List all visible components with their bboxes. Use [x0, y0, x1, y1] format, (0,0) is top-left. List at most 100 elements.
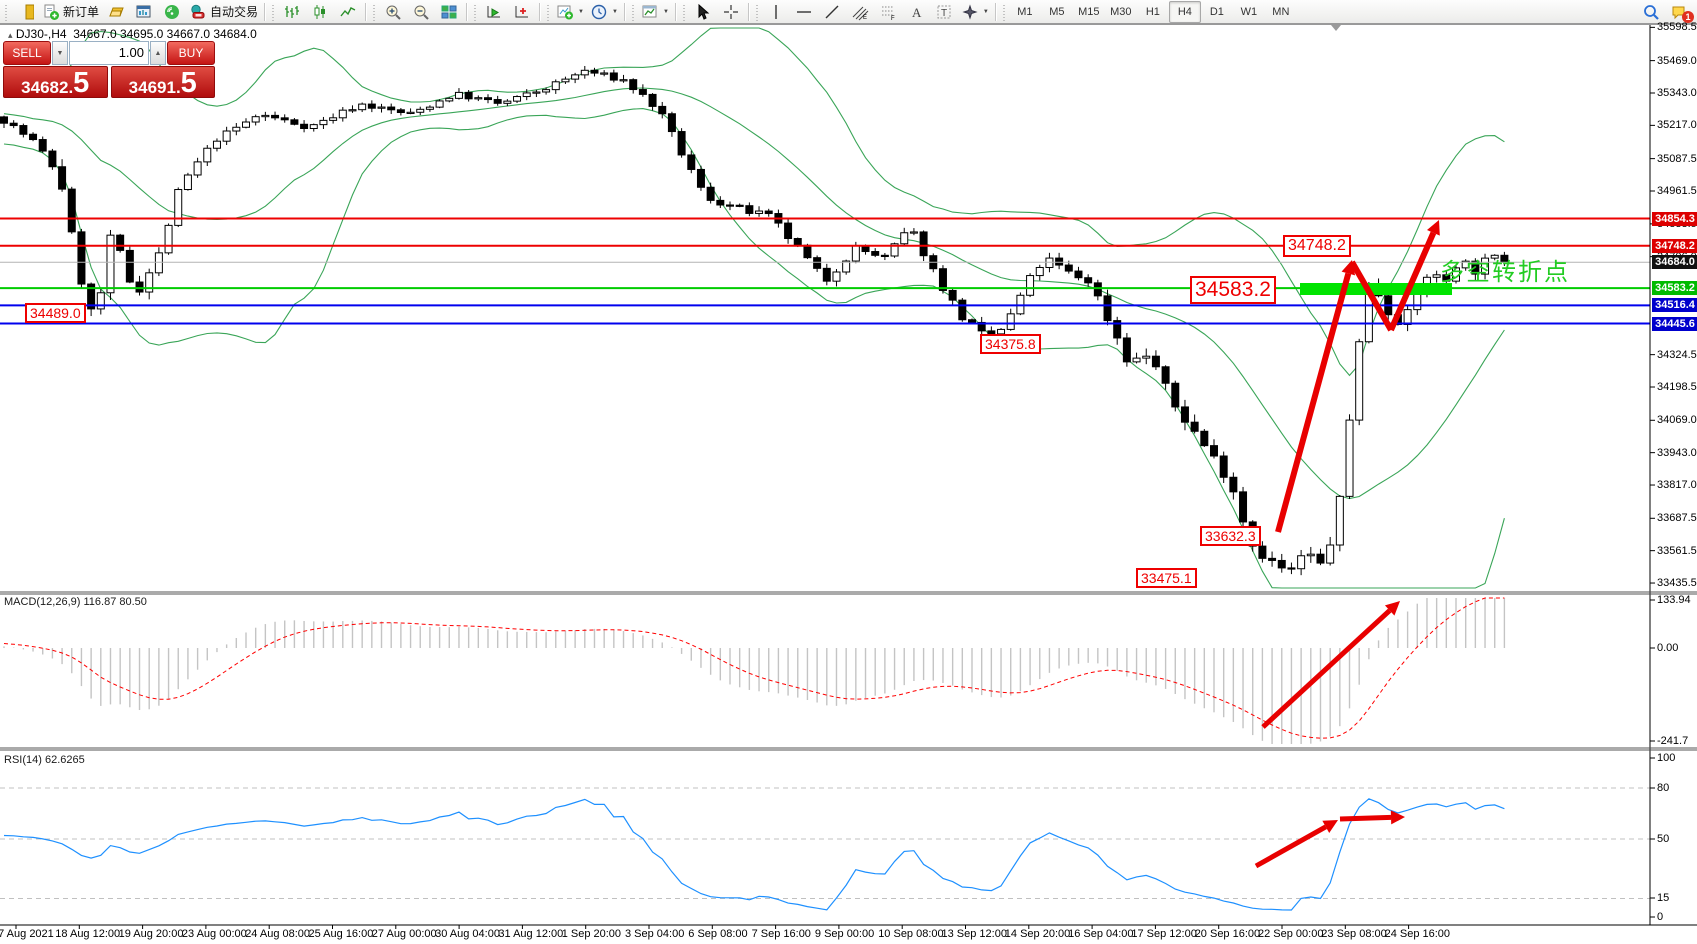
sell-button[interactable]: SELL	[3, 41, 51, 65]
candle-bear	[1268, 557, 1277, 561]
add-indicator-dropdown-icon[interactable]: ▼	[578, 8, 584, 15]
tf-m1-button[interactable]: M1	[1017, 5, 1033, 18]
trend-arrow-1	[1275, 272, 1352, 533]
arrange-add-button[interactable]	[508, 1, 536, 23]
periods-button[interactable]: ▼	[587, 1, 621, 23]
horizontal-line-tool-button[interactable]	[790, 1, 818, 23]
text-label-tool-button[interactable]: T	[930, 1, 958, 23]
candle-bull	[232, 126, 241, 132]
tf-d1-button[interactable]: D1	[1209, 5, 1224, 18]
volume-up-spinner[interactable]: ▲	[150, 41, 166, 65]
buy-price-pip: 5	[180, 67, 197, 100]
clipped-left-button[interactable]	[11, 1, 39, 23]
toolbar-separator	[674, 2, 677, 21]
market-window-button[interactable]	[130, 1, 158, 23]
trendline-icon	[823, 3, 841, 21]
chart-template-dropdown-icon[interactable]: ▼	[662, 8, 669, 15]
bar-chart-mode-button[interactable]	[278, 1, 306, 23]
new-order-label: 新订单	[63, 5, 100, 19]
bb-lower	[3, 108, 1505, 589]
tf-h4-button[interactable]: H4	[1168, 0, 1201, 23]
notifications-button[interactable]: 1	[1665, 1, 1694, 23]
tf-m15-button[interactable]: M15	[1078, 5, 1100, 18]
fibonacci-tool-button[interactable]: E	[846, 1, 874, 23]
candle-bull	[145, 272, 154, 293]
auto-trading-button[interactable]: 自动交易	[186, 1, 261, 23]
time-label-8: 31 Aug 12:00	[498, 928, 564, 940]
buy-button[interactable]: BUY	[167, 41, 215, 65]
candle-bear	[1180, 406, 1189, 423]
candle-bear	[716, 199, 725, 206]
tf-mn-button[interactable]: MN	[1272, 5, 1290, 18]
profiles-button[interactable]	[102, 1, 130, 23]
price-badge-34748.2: 34748.2	[1652, 238, 1697, 253]
candle-bear	[1074, 270, 1083, 279]
candle-bear	[822, 267, 831, 282]
sell-price[interactable]: 34682. 5	[3, 66, 108, 98]
cursor-tool-button[interactable]	[689, 1, 717, 23]
candle-bear	[696, 168, 705, 188]
candle-bull	[1142, 355, 1151, 359]
toolbar-grip	[681, 2, 687, 21]
shapes-tool-dropdown-icon[interactable]: ▼	[982, 8, 989, 15]
tf-m5-button[interactable]: M5	[1049, 5, 1065, 18]
candle-bull	[193, 161, 202, 176]
candle-bear	[784, 222, 793, 240]
volume-input[interactable]: 1.00	[69, 41, 149, 65]
tile-windows-icon	[440, 3, 458, 21]
price-tick-33943.0: 33943.0	[1657, 446, 1697, 459]
text-tool-button[interactable]: A	[902, 1, 930, 23]
macd-tick--241.7: -241.7	[1657, 735, 1689, 747]
new-order-button[interactable]: 新订单	[39, 1, 102, 23]
toolbar-right: 1	[1637, 0, 1694, 24]
candle-bear	[271, 114, 280, 119]
periods-dropdown-icon[interactable]: ▼	[611, 8, 618, 15]
trendline-tool-button[interactable]	[818, 1, 846, 23]
signals-button[interactable]	[158, 1, 186, 23]
candle-bear	[280, 117, 289, 121]
candle-bear	[977, 321, 986, 332]
line-mode-button[interactable]	[334, 1, 362, 23]
candle-bear	[764, 210, 773, 215]
zoom-in-button[interactable]	[379, 1, 407, 23]
zoom-out-button[interactable]	[407, 1, 435, 23]
template-icon	[641, 3, 659, 21]
trend-arrow-3	[1388, 231, 1437, 332]
candle-bull	[416, 108, 425, 113]
price-tick-35469.0: 35469.0	[1657, 54, 1697, 67]
chart-template-button[interactable]: ▼	[638, 1, 672, 23]
candle-bear	[745, 205, 754, 214]
tf-m30-button[interactable]: M30	[1110, 5, 1132, 18]
buy-price[interactable]: 34691. 5	[110, 66, 215, 100]
tf-w1-button[interactable]: W1	[1240, 5, 1258, 18]
candle-bull	[832, 271, 841, 282]
auto-arrange-button[interactable]	[480, 1, 508, 23]
svg-text:E: E	[863, 15, 867, 21]
candle-bear	[48, 150, 57, 168]
add-indicator-button[interactable]: ▼	[553, 1, 587, 23]
time-label-0: 17 Aug 2021	[0, 928, 54, 940]
tile-windows-button[interactable]	[435, 1, 463, 23]
candle-bear	[67, 188, 76, 233]
vertical-line-tool-button[interactable]	[762, 1, 790, 23]
crosshair-tool-button[interactable]	[717, 1, 745, 23]
search-button[interactable]	[1637, 1, 1665, 23]
support-highlight-bar	[1300, 283, 1452, 295]
time-label-17: 16 Sep 04:00	[1068, 928, 1134, 940]
chart-shift-marker[interactable]	[1331, 25, 1341, 31]
channel-tool-button[interactable]: F	[874, 1, 902, 23]
candle-bear	[1113, 320, 1122, 339]
candle-bear	[464, 91, 473, 100]
candle-bull	[377, 106, 386, 109]
bar-chart-icon	[283, 3, 301, 21]
candle-bull	[1035, 266, 1044, 277]
candle-bear	[116, 234, 125, 251]
candle-bear	[629, 79, 638, 91]
doc-plus-icon	[42, 3, 60, 21]
shapes-tool-button[interactable]: ▼	[958, 1, 992, 23]
tf-h1-button[interactable]: H1	[1145, 5, 1160, 18]
candle-mode-button[interactable]	[306, 1, 334, 23]
volume-down-spinner[interactable]: ▼	[52, 41, 68, 65]
time-label-2: 19 Aug 20:00	[118, 928, 184, 940]
